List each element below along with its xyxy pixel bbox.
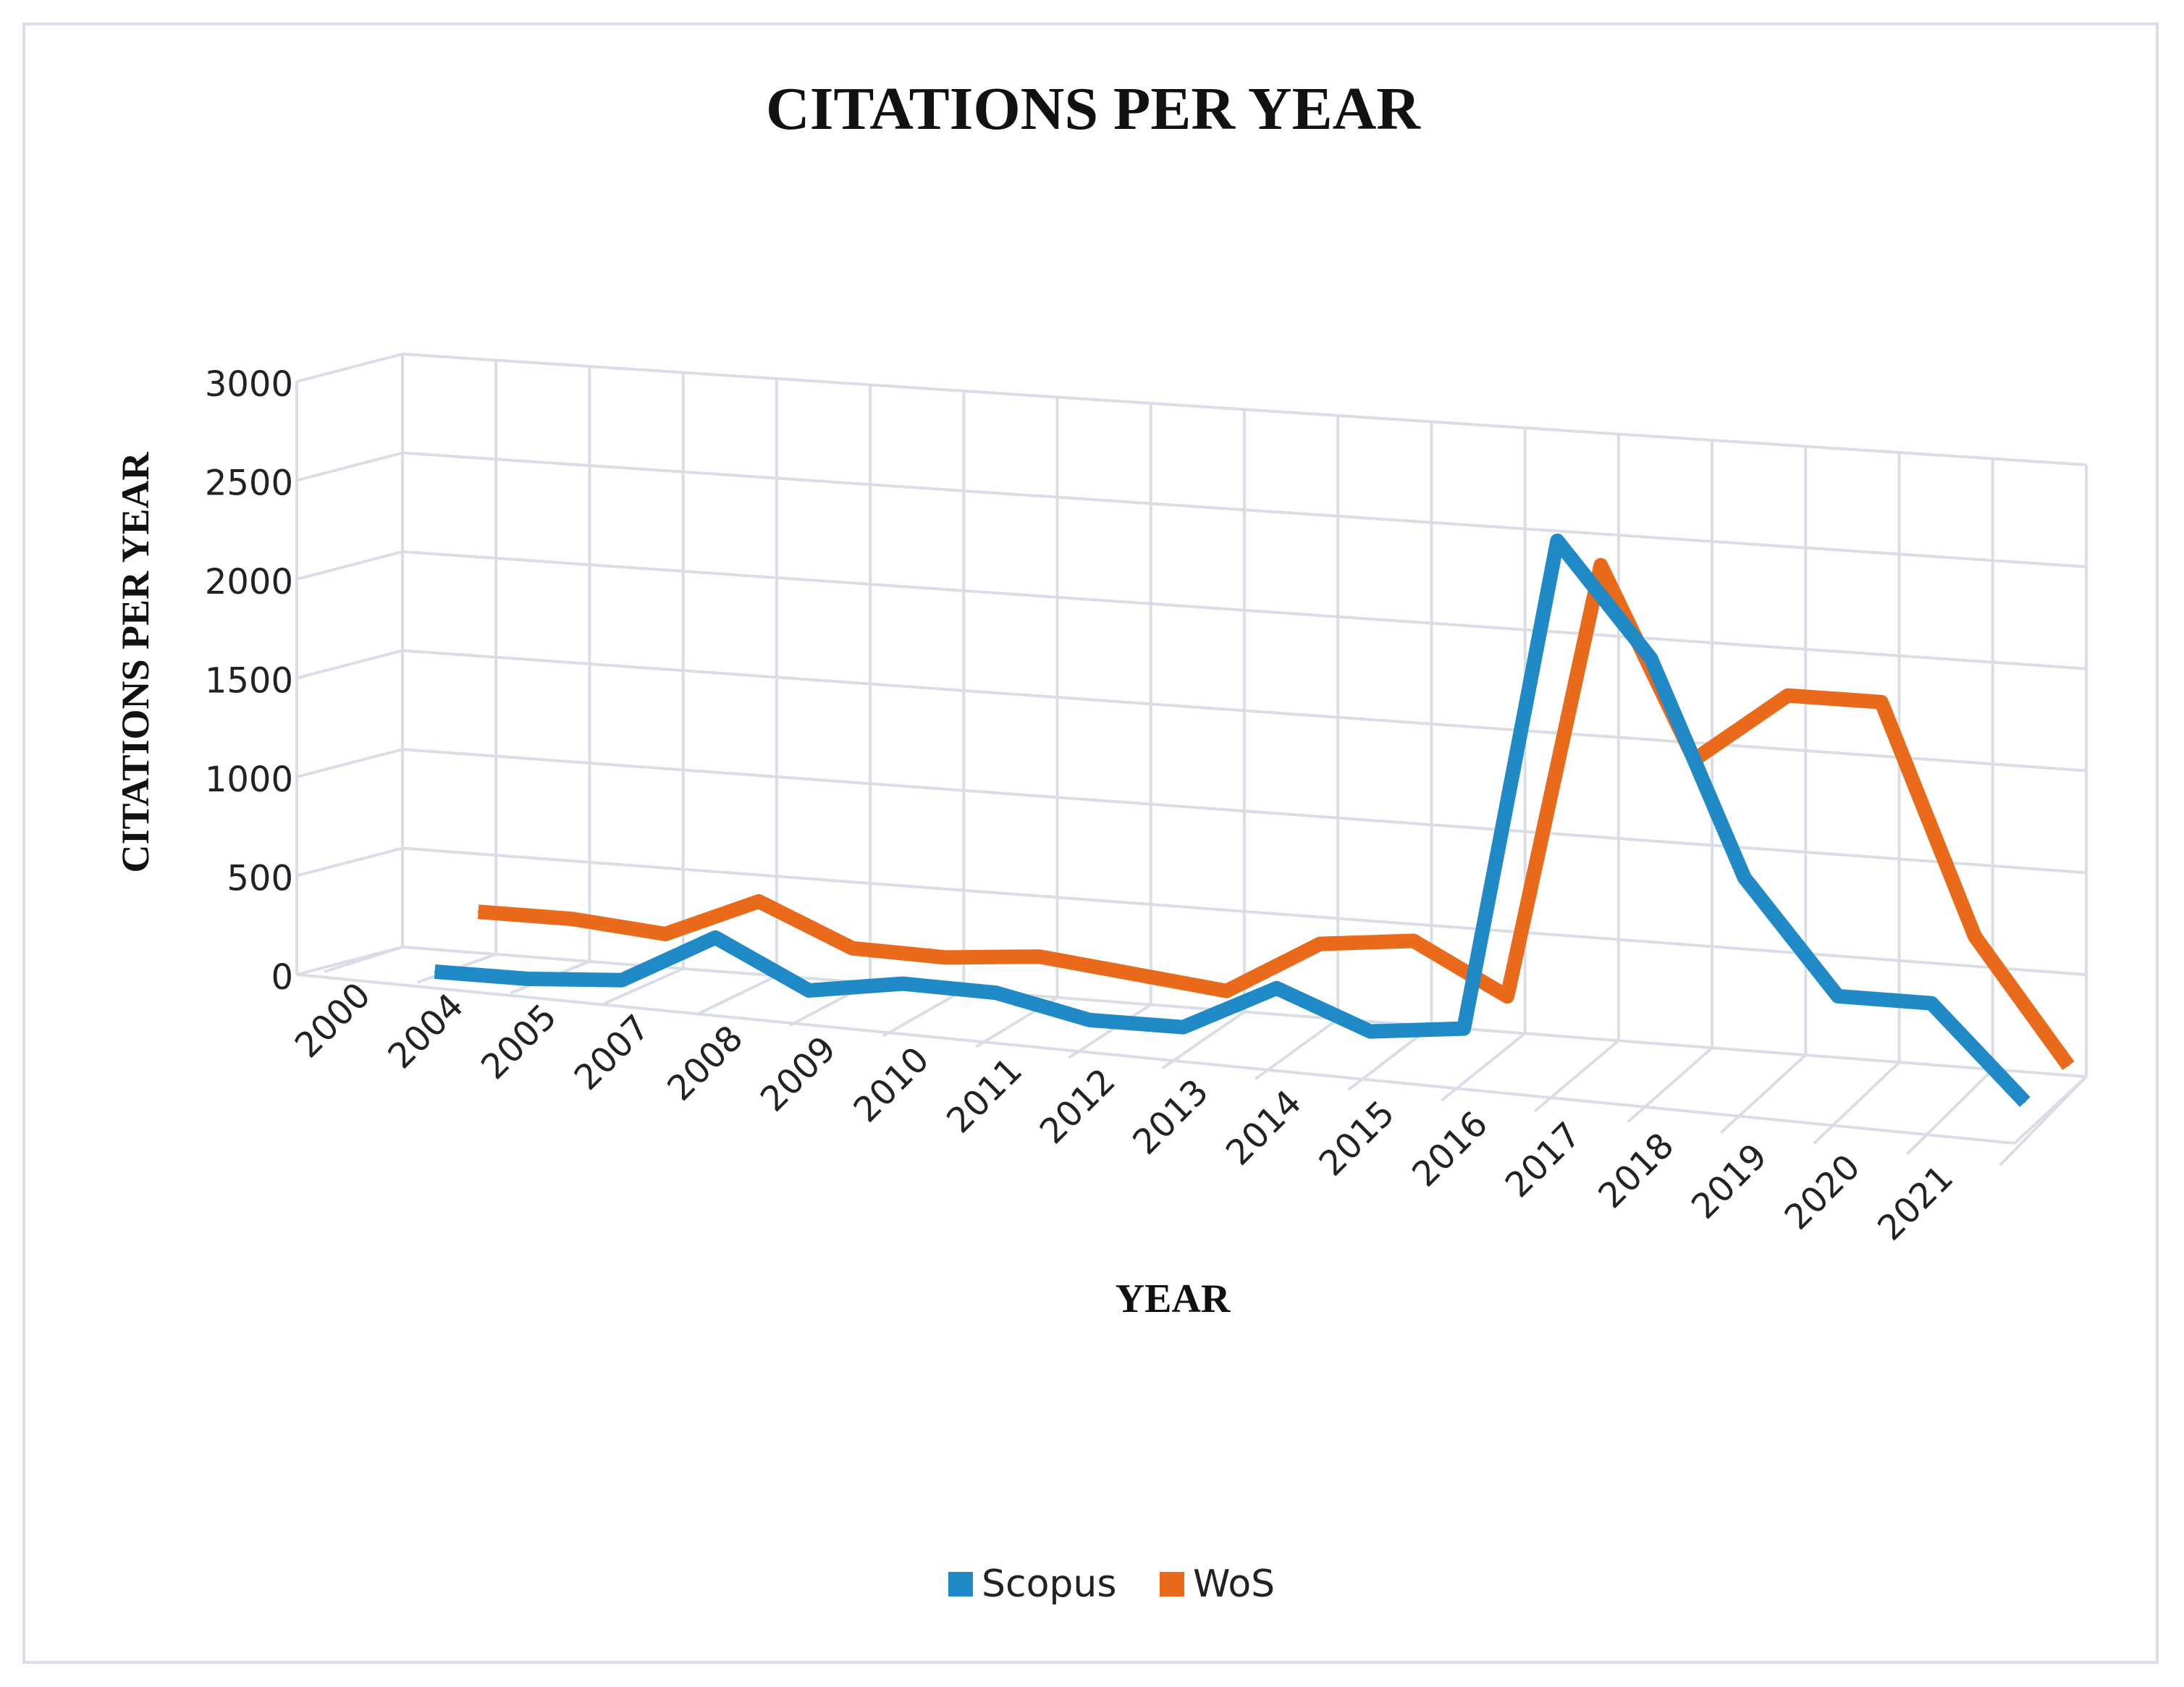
y-tick-label: 0 (271, 957, 293, 998)
data-point-scopus (1276, 987, 1278, 989)
side-gridline (296, 846, 403, 878)
floor-gridline (1719, 1053, 1807, 1134)
floor-gridline (696, 974, 777, 1017)
data-point-scopus (621, 979, 623, 981)
data-point-scopus (1650, 657, 1652, 660)
x-tick-label: 2021 (1870, 1157, 1961, 1248)
data-point-scopus (995, 992, 997, 994)
floor-gridline (1813, 1061, 1900, 1145)
y-tick-label: 2000 (205, 562, 293, 602)
data-point-wos (945, 956, 947, 959)
data-point-wos (1319, 943, 1321, 945)
y-tick-label: 500 (227, 859, 293, 899)
y-tick-label: 2500 (205, 463, 293, 504)
y-tick-label: 3000 (205, 364, 293, 405)
x-tick-label: 2016 (1404, 1103, 1496, 1195)
data-point-wos (570, 918, 573, 920)
x-tick-label: 2015 (1312, 1093, 1403, 1184)
data-point-scopus (1743, 877, 1745, 879)
data-point-wos (1880, 701, 1882, 703)
data-point-scopus (901, 983, 903, 985)
legend-label-scopus: Scopus (982, 1562, 1116, 1606)
floor-gridline (1441, 1032, 1526, 1102)
side-gridline (296, 649, 403, 680)
chart-frame (22, 22, 2159, 1664)
gridlines (295, 353, 2088, 1166)
data-point-scopus (1369, 1030, 1371, 1032)
side-gridline (296, 550, 403, 581)
data-point-wos (1132, 972, 1134, 975)
series-line-scopus (434, 533, 2031, 1107)
x-axis-title: YEAR (1116, 1276, 1231, 1321)
x-tick-label: 2014 (1218, 1082, 1310, 1174)
data-point-wos (1974, 935, 1976, 938)
data-point-wos (2067, 1065, 2070, 1067)
data-point-scopus (2024, 1101, 2026, 1103)
series-lines (434, 533, 2075, 1107)
data-point-wos (851, 947, 853, 949)
data-point-scopus (527, 978, 529, 980)
x-tick-label: 2000 (287, 975, 379, 1066)
x-tick-label: 2007 (567, 1007, 658, 1098)
floor-gridline (882, 988, 965, 1038)
legend-swatch-scopus (948, 1572, 973, 1596)
chart-title: CITATIONS PER YEAR (766, 75, 1421, 143)
legend-swatch-wos (1160, 1572, 1184, 1596)
x-tick-label: 2009 (753, 1028, 844, 1119)
x-tick-label: 2004 (380, 985, 471, 1077)
x-tick-label: 2018 (1590, 1125, 1682, 1216)
x-tick-label: 2017 (1498, 1114, 1589, 1206)
floor-gridline (1068, 1003, 1152, 1059)
x-tick-label: 2019 (1684, 1136, 1775, 1227)
data-point-scopus (1931, 1002, 1933, 1004)
x-tick-label: 2008 (659, 1018, 751, 1109)
x-tick-label: 2020 (1777, 1147, 1868, 1238)
y-tick-label: 1000 (205, 760, 293, 800)
data-point-scopus (1837, 995, 1839, 997)
side-gridline (296, 748, 403, 778)
x-tick-label: 2005 (473, 996, 565, 1087)
data-point-scopus (434, 971, 436, 972)
data-point-wos (1412, 940, 1414, 942)
floor-gridline (324, 946, 403, 973)
floor-front-edge (296, 973, 2015, 1145)
data-point-wos (1038, 956, 1040, 958)
floor-gridline (1999, 1075, 2088, 1166)
data-point-wos (1600, 564, 1602, 566)
data-point-wos (477, 911, 479, 913)
floor-gridline (1905, 1068, 1994, 1156)
data-point-wos (1506, 996, 1509, 998)
side-gridline (296, 353, 403, 383)
data-point-scopus (714, 936, 717, 938)
floor-gridline (1254, 1017, 1339, 1080)
data-point-scopus (1463, 1027, 1465, 1030)
x-tick-label: 2010 (846, 1039, 937, 1130)
y-axis-title: CITATIONS PER YEAR (114, 451, 157, 872)
y-tick-labels: 0 500 1000 1500 2000 2500 3000 (205, 364, 293, 998)
data-point-scopus (1556, 539, 1559, 542)
floor-gridline (1533, 1039, 1620, 1113)
data-point-wos (665, 933, 667, 935)
floor-gridline (1627, 1046, 1713, 1124)
side-gridline (296, 451, 403, 482)
x-tick-label: 2013 (1125, 1072, 1216, 1163)
data-point-scopus (808, 990, 810, 991)
data-point-scopus (1182, 1026, 1184, 1028)
y-tick-label: 1500 (205, 661, 293, 702)
data-point-scopus (1089, 1019, 1091, 1021)
series-line-wos (477, 558, 2075, 1070)
data-point-wos (1226, 990, 1228, 992)
legend: Scopus WoS (948, 1562, 1275, 1606)
legend-label-wos: WoS (1193, 1562, 1275, 1606)
floor-gridline (603, 967, 684, 1006)
floor-gridline (1161, 1010, 1246, 1070)
data-point-wos (1787, 694, 1789, 697)
x-tick-label: 2011 (939, 1050, 1030, 1141)
data-point-wos (758, 900, 760, 902)
x-tick-label: 2012 (1032, 1061, 1123, 1152)
